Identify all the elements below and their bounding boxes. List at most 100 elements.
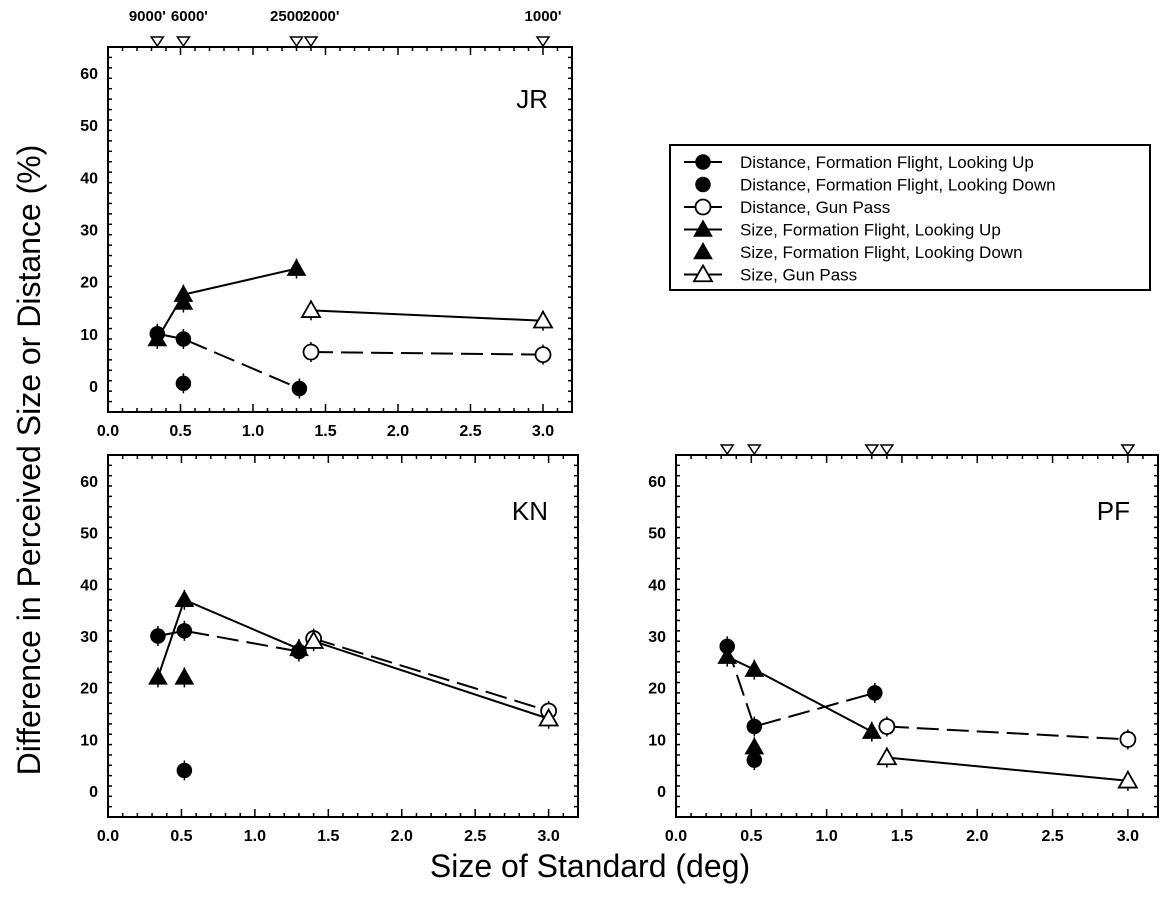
panel-pf: 0.0 0.5 1.0 1.5 2.0 2.5 3.0 0 10 20 30 40 50 60 PF [648,444,1159,845]
y-tick-label: 40 [648,577,666,594]
legend-label: Size, Formation Flight, Looking Down [740,243,1023,262]
series-line [886,756,1128,782]
x-tick-label: 0.5 [169,423,191,440]
y-tick-label: 10 [80,327,98,344]
series-line [310,351,544,356]
data-point [303,630,325,649]
legend-item: Size, Gun Pass [684,263,857,285]
legend-marker [695,176,711,193]
x-tick-label: 1.5 [317,828,339,845]
data-point [150,628,166,644]
x-tick-label: 3.0 [538,828,560,845]
x-tick-label: 0.5 [740,828,762,845]
legend-marker [693,219,713,237]
x-tick-label: 0.0 [665,828,687,845]
altitude-label: 2500' [270,8,307,25]
legend-label: Size, Gun Pass [740,266,857,285]
data-point [744,737,765,755]
x-tick-label: 1.0 [244,828,266,845]
data-point [861,721,882,739]
altitude-marker [746,444,762,456]
data-point [302,343,320,361]
altitude-label: 6000' [171,8,208,25]
data-point [867,685,883,701]
y-tick-label: 10 [80,732,98,749]
legend-label: Distance, Formation Flight, Looking Down [740,176,1056,195]
panel-label: PF [1097,496,1130,526]
series-line [726,646,876,728]
series-line [157,332,300,390]
x-tick-label: 3.0 [1117,828,1139,845]
data-point [744,659,765,677]
legend-marker [694,198,712,216]
altitude-marker [289,36,304,48]
x-axis-title: Size of Standard (deg) [430,848,750,884]
x-tick-label: 0.0 [97,423,119,440]
altitude-label: 1000' [525,8,562,25]
data-point [176,623,193,639]
y-tick-label: 60 [648,474,666,491]
legend-marker [693,241,713,260]
data-point [176,762,193,779]
data-point [538,707,560,727]
legend-marker [692,263,714,283]
x-tick-label: 3.0 [532,423,554,440]
series-line [157,629,300,653]
y-tick-label: 40 [80,577,98,594]
series-line [313,640,549,720]
chart-panels: 0.0 0.5 1.0 1.5 2.0 2.5 3.0 0 10 20 30 40 50 60 JR 9000… [80,8,1159,845]
y-tick-label: 60 [80,474,98,491]
y-tick-label: 30 [80,629,98,646]
y-tick-label: 20 [80,275,98,292]
altitude-marker [303,36,319,48]
y-tick-label: 20 [648,681,666,698]
y-tick-label: 60 [80,66,98,83]
data-point [746,718,763,735]
data-point [300,299,322,318]
x-tick-label: 2.5 [1041,828,1063,845]
y-tick-label: 0 [89,379,98,396]
altitude-marker [864,444,880,456]
plot-frame [107,46,573,413]
data-point [173,292,194,310]
y-axis-title: Difference in Perceived Size or Distance… [11,145,47,776]
x-tick-label: 2.5 [459,423,481,440]
x-tick-label: 0.5 [170,828,192,845]
x-tick-label: 1.5 [891,828,913,845]
x-tick-label: 2.5 [464,828,486,845]
legend-label: Distance, Gun Pass [740,198,890,217]
x-tick-label: 1.0 [816,828,838,845]
y-tick-label: 0 [657,784,666,801]
y-tick-label: 50 [648,526,666,543]
data-point [532,309,554,329]
y-tick-label: 50 [80,118,98,135]
legend-label: Size, Formation Flight, Looking Up [740,221,1001,240]
data-point [148,667,168,685]
altitude-marker [175,36,191,48]
y-tick-label: 10 [648,732,666,749]
altitude-marker [535,36,551,48]
legend-item: Distance, Formation Flight, Looking Down [695,176,1056,195]
x-tick-label: 2.0 [966,828,988,845]
legend-item: Size, Formation Flight, Looking Down [693,241,1023,262]
data-point [175,331,192,347]
altitude-marker [879,444,895,456]
altitude-marker [149,36,165,48]
data-point [174,589,195,608]
x-tick-label: 1.5 [314,423,336,440]
legend-item: Distance, Formation Flight, Looking Up [684,153,1034,172]
x-tick-label: 2.0 [391,828,413,845]
panel-jr: 0.0 0.5 1.0 1.5 2.0 2.5 3.0 0 10 20 30 40 50 60 JR 9000… [80,8,573,440]
legend-item: Distance, Gun Pass [684,198,890,217]
data-point [876,746,898,766]
y-tick-label: 40 [80,170,98,187]
data-point [147,328,168,347]
data-point [1119,731,1137,748]
altitude-label: 9000' [129,8,166,25]
data-point [286,258,307,276]
x-tick-label: 0.0 [97,828,119,845]
altitude-marker [1120,444,1136,456]
data-point [174,667,195,685]
y-tick-label: 0 [89,784,98,801]
